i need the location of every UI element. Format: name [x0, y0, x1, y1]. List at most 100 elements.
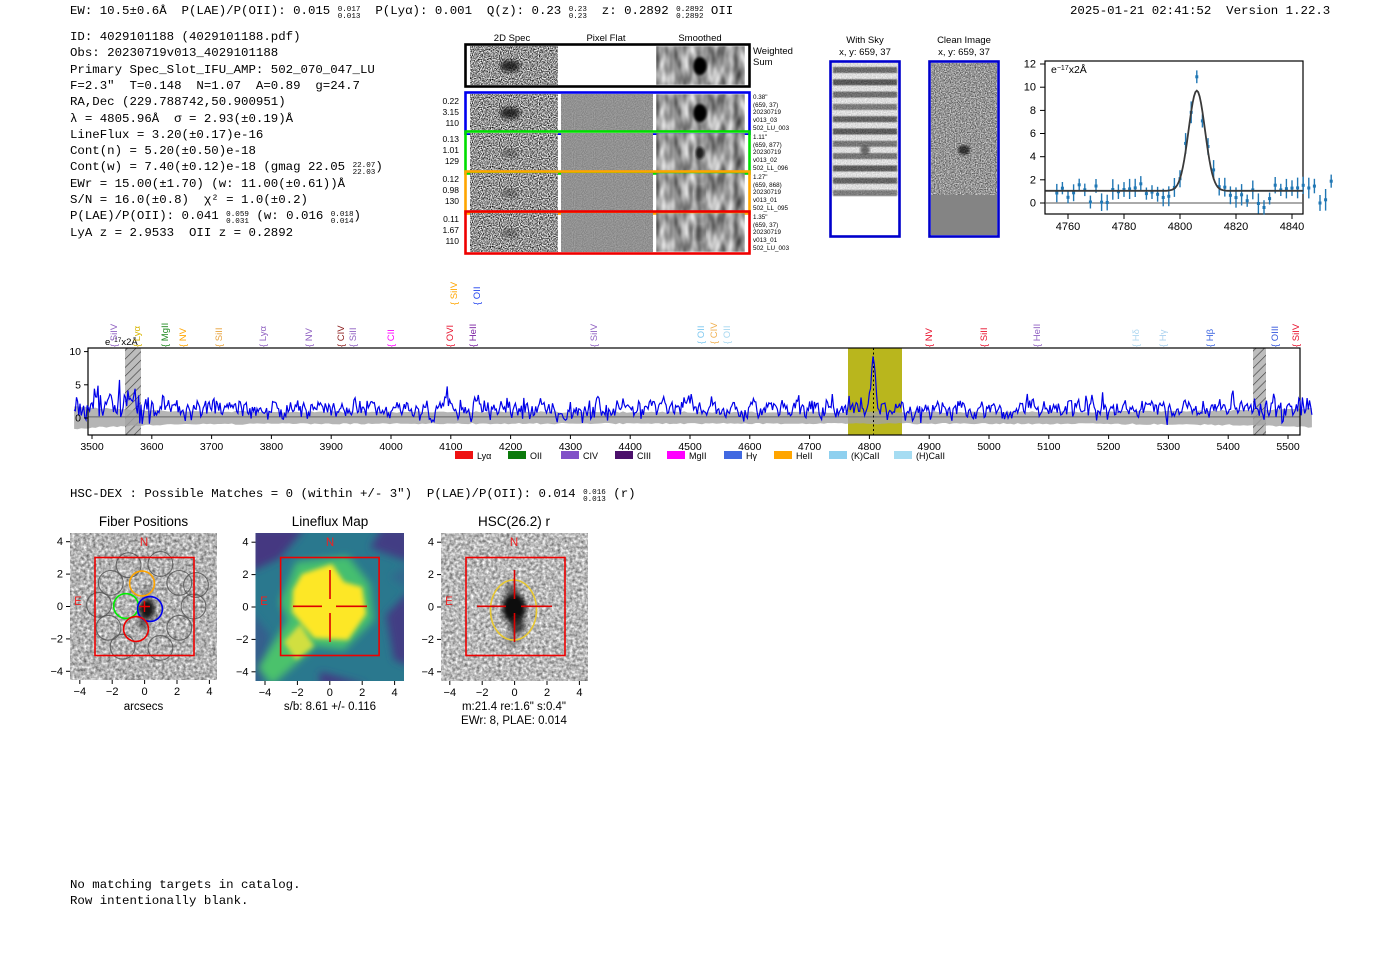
- svg-text:arcsecs: arcsecs: [124, 701, 164, 713]
- svg-text:Hγ: Hγ: [746, 451, 757, 461]
- svg-text:Lineflux Map: Lineflux Map: [292, 514, 369, 529]
- svg-text:{ OII: { OII: [696, 326, 707, 344]
- svg-text:4300: 4300: [559, 441, 583, 453]
- svg-text:2: 2: [57, 569, 63, 581]
- svg-text:{ OVI: { OVI: [445, 325, 456, 347]
- svg-text:4800: 4800: [1168, 221, 1192, 233]
- svg-text:HSC(26.2) r: HSC(26.2) r: [478, 514, 551, 529]
- svg-text:4700: 4700: [798, 441, 822, 453]
- svg-text:0: 0: [428, 602, 434, 614]
- svg-text:N: N: [510, 537, 518, 549]
- svg-text:e−17x2Å: e−17x2Å: [1051, 63, 1087, 76]
- svg-text:−4: −4: [50, 666, 63, 678]
- svg-text:{ Lyα: { Lyα: [132, 326, 143, 347]
- svg-text:HeII: HeII: [796, 451, 813, 461]
- svg-text:2: 2: [359, 687, 365, 699]
- svg-text:{ HeII: { HeII: [468, 324, 479, 347]
- svg-text:s/b: 8.61 +/- 0.116: s/b: 8.61 +/- 0.116: [284, 701, 376, 713]
- svg-text:6: 6: [1030, 128, 1036, 140]
- svg-text:4200: 4200: [499, 441, 523, 453]
- svg-text:5400: 5400: [1217, 441, 1241, 453]
- svg-text:5100: 5100: [1037, 441, 1061, 453]
- svg-text:−4: −4: [236, 666, 249, 678]
- svg-text:(K)CaII: (K)CaII: [851, 451, 880, 461]
- svg-text:3500: 3500: [80, 441, 104, 453]
- svg-text:{ Hδ: { Hδ: [1131, 329, 1142, 347]
- svg-text:12: 12: [1024, 59, 1036, 71]
- svg-text:0: 0: [57, 601, 63, 613]
- svg-text:4900: 4900: [918, 441, 942, 453]
- svg-text:0: 0: [1030, 198, 1036, 210]
- svg-text:4000: 4000: [379, 441, 403, 453]
- svg-text:{ SiII: { SiII: [214, 327, 225, 347]
- svg-text:3900: 3900: [320, 441, 344, 453]
- svg-text:0: 0: [142, 686, 148, 698]
- svg-text:−2: −2: [421, 634, 434, 646]
- svg-text:−2: −2: [476, 687, 489, 699]
- svg-text:{ SiII: { SiII: [979, 327, 990, 347]
- svg-text:5000: 5000: [977, 441, 1001, 453]
- svg-text:5500: 5500: [1276, 441, 1300, 453]
- svg-text:4820: 4820: [1224, 221, 1248, 233]
- svg-text:CIV: CIV: [583, 451, 598, 461]
- svg-text:−4: −4: [74, 686, 87, 698]
- svg-text:4: 4: [576, 687, 582, 699]
- svg-text:{ SiII: { SiII: [348, 327, 359, 347]
- svg-text:0: 0: [327, 687, 333, 699]
- svg-text:MgII: MgII: [689, 451, 707, 461]
- svg-text:−2: −2: [291, 687, 304, 699]
- svg-text:{ OII: { OII: [722, 326, 733, 344]
- svg-text:0: 0: [75, 413, 81, 425]
- svg-text:4: 4: [242, 537, 248, 549]
- svg-text:{ NV: { NV: [178, 327, 189, 347]
- svg-text:4500: 4500: [678, 441, 702, 453]
- svg-text:{ Hβ: { Hβ: [1205, 328, 1216, 347]
- svg-text:{ SiIV: { SiIV: [449, 281, 460, 305]
- svg-text:8: 8: [1030, 105, 1036, 117]
- svg-text:E: E: [74, 596, 82, 608]
- svg-text:{ Lyα: { Lyα: [258, 326, 269, 347]
- svg-text:{ CIV: { CIV: [709, 322, 720, 344]
- svg-text:{ SiIV: { SiIV: [109, 323, 120, 347]
- svg-text:{ SiIV: { SiIV: [589, 323, 600, 347]
- svg-text:{ NV: { NV: [924, 327, 935, 347]
- svg-text:−2: −2: [236, 634, 249, 646]
- svg-text:0: 0: [242, 602, 248, 614]
- svg-text:4: 4: [1030, 151, 1036, 163]
- svg-text:E: E: [445, 596, 453, 608]
- svg-text:5200: 5200: [1097, 441, 1121, 453]
- svg-text:−2: −2: [50, 633, 63, 645]
- svg-text:5300: 5300: [1157, 441, 1181, 453]
- svg-text:4400: 4400: [619, 441, 643, 453]
- svg-text:−4: −4: [421, 666, 434, 678]
- svg-text:N: N: [140, 537, 148, 549]
- svg-text:4600: 4600: [738, 441, 762, 453]
- svg-text:Fiber Positions: Fiber Positions: [99, 514, 189, 529]
- svg-text:0: 0: [512, 687, 518, 699]
- svg-text:{ NV: { NV: [304, 327, 315, 347]
- svg-text:2: 2: [428, 569, 434, 581]
- svg-text:−4: −4: [444, 687, 457, 699]
- svg-text:(H)CaII: (H)CaII: [916, 451, 945, 461]
- svg-text:2: 2: [174, 686, 180, 698]
- svg-text:{ OII: { OII: [472, 287, 483, 305]
- svg-text:e−17x2Å: e−17x2Å: [105, 337, 138, 349]
- svg-text:{ SiIV: { SiIV: [1291, 323, 1302, 347]
- svg-text:4: 4: [206, 686, 212, 698]
- svg-text:E: E: [260, 596, 268, 608]
- svg-text:2: 2: [242, 569, 248, 581]
- svg-text:3800: 3800: [260, 441, 284, 453]
- svg-text:2: 2: [1030, 174, 1036, 186]
- svg-text:4: 4: [392, 687, 398, 699]
- svg-text:4100: 4100: [439, 441, 463, 453]
- svg-text:m:21.4 re:1.6" s:0.4": m:21.4 re:1.6" s:0.4": [462, 701, 566, 713]
- svg-text:N: N: [326, 537, 334, 549]
- svg-text:{ CII: { CII: [386, 329, 397, 347]
- svg-text:{ CIV: { CIV: [336, 325, 347, 347]
- svg-text:5: 5: [75, 379, 81, 391]
- svg-text:{ HeII: { HeII: [1032, 324, 1043, 347]
- svg-text:4: 4: [428, 537, 434, 549]
- svg-text:10: 10: [1024, 82, 1036, 94]
- svg-text:4840: 4840: [1280, 221, 1304, 233]
- svg-text:−4: −4: [259, 687, 272, 699]
